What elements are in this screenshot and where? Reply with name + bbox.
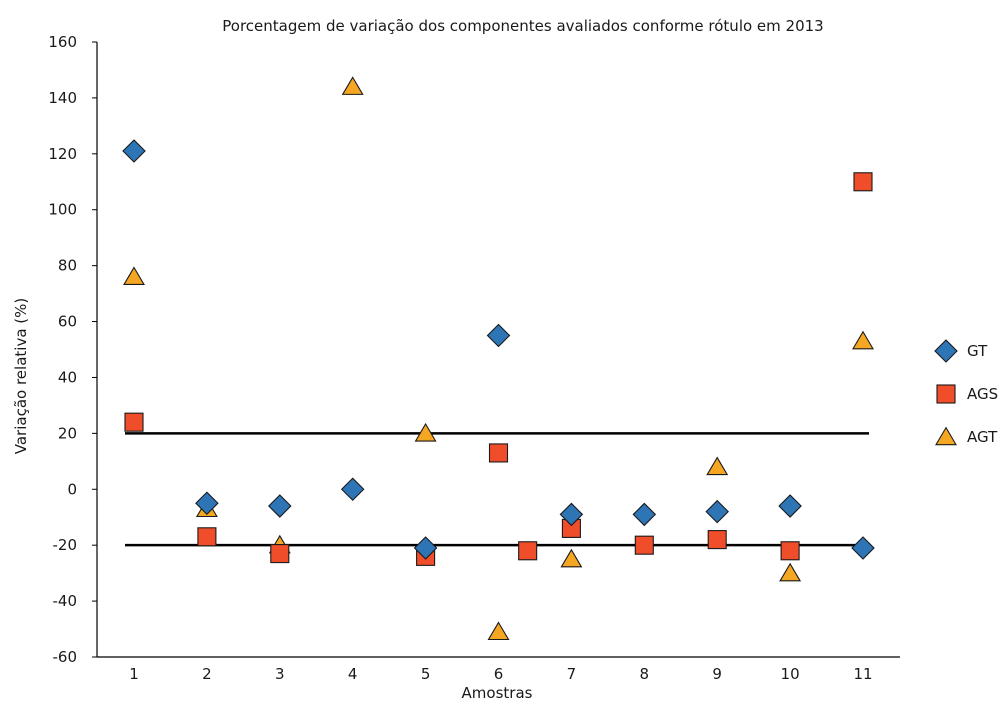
reference-lines <box>125 432 869 547</box>
legend-label-agt: AGT <box>967 428 998 446</box>
x-tick-label: 8 <box>640 665 650 683</box>
x-tick-label: 1 <box>129 665 139 683</box>
y-tick-label: 120 <box>48 145 77 163</box>
y-tick-label: 60 <box>58 313 77 331</box>
point-ags <box>780 541 800 561</box>
point-gt <box>851 536 875 560</box>
point-ags <box>853 172 873 192</box>
data-points <box>122 76 875 641</box>
y-tick-label: 20 <box>58 424 77 442</box>
legend-marker-agt <box>935 426 957 446</box>
point-ags <box>197 527 217 547</box>
y-tick-label: 40 <box>58 368 77 386</box>
legend-item-ags: AGS <box>936 384 998 404</box>
axes: 160 140 120 100 80 60 40 20 0 -20 -40 -60 1 2 3 4 5 6 7 8 9 1… <box>48 33 900 683</box>
point-agt <box>414 422 437 442</box>
x-tick-label: 7 <box>567 665 577 683</box>
x-tick-label: 9 <box>712 665 722 683</box>
point-agt <box>341 76 364 95</box>
x-tick-label: 4 <box>348 665 358 683</box>
x-tick-label: 3 <box>275 665 285 683</box>
y-tick-label: -60 <box>53 648 78 666</box>
point-gt <box>632 502 657 527</box>
x-tick-label: 5 <box>421 665 431 683</box>
y-axis-label: Variação relativa (%) <box>12 298 30 454</box>
point-gt <box>340 477 365 502</box>
x-tick-label: 6 <box>494 665 504 683</box>
y-tick-label: -20 <box>53 536 78 554</box>
y-tick-label: 0 <box>67 480 77 498</box>
point-gt <box>559 502 584 527</box>
legend-label-ags: AGS <box>967 385 998 403</box>
series-gt <box>122 139 875 560</box>
y-tick-label: -40 <box>53 592 78 610</box>
x-tick-label: 10 <box>781 665 800 683</box>
legend: GT AGS AGT <box>934 339 998 446</box>
point-gt <box>486 323 511 348</box>
y-tick-label: 100 <box>48 201 77 219</box>
point-gt <box>268 494 292 518</box>
y-tick-label: 160 <box>48 33 77 51</box>
point-gt <box>778 494 802 518</box>
y-tick-label: 140 <box>48 89 77 107</box>
series-agt <box>123 76 874 641</box>
point-agt <box>560 548 583 568</box>
point-gt <box>705 499 729 524</box>
legend-label-gt: GT <box>967 342 988 360</box>
point-agt <box>123 266 145 286</box>
point-gt <box>413 536 438 560</box>
x-axis-label: Amostras <box>462 684 533 702</box>
point-agt <box>779 562 802 582</box>
point-ags <box>707 530 727 550</box>
point-ags <box>634 535 654 555</box>
point-agt <box>706 456 729 476</box>
legend-item-gt: GT <box>934 339 988 363</box>
x-tick-label: 11 <box>853 665 872 683</box>
x-tick-label: 2 <box>202 665 212 683</box>
point-gt <box>122 139 146 163</box>
point-ags <box>124 412 144 432</box>
point-ags <box>488 443 509 463</box>
point-agt <box>852 330 874 350</box>
legend-marker-ags <box>936 384 956 404</box>
y-tick-label: 80 <box>58 257 77 275</box>
point-gt <box>195 491 219 516</box>
point-ags <box>518 541 538 561</box>
legend-marker-gt <box>934 339 958 363</box>
chart-title: Porcentagem de variação dos componentes … <box>222 17 823 35</box>
legend-item-agt: AGT <box>935 426 998 446</box>
series-ags <box>124 172 873 566</box>
point-ags <box>270 544 290 564</box>
point-agt <box>487 621 510 641</box>
